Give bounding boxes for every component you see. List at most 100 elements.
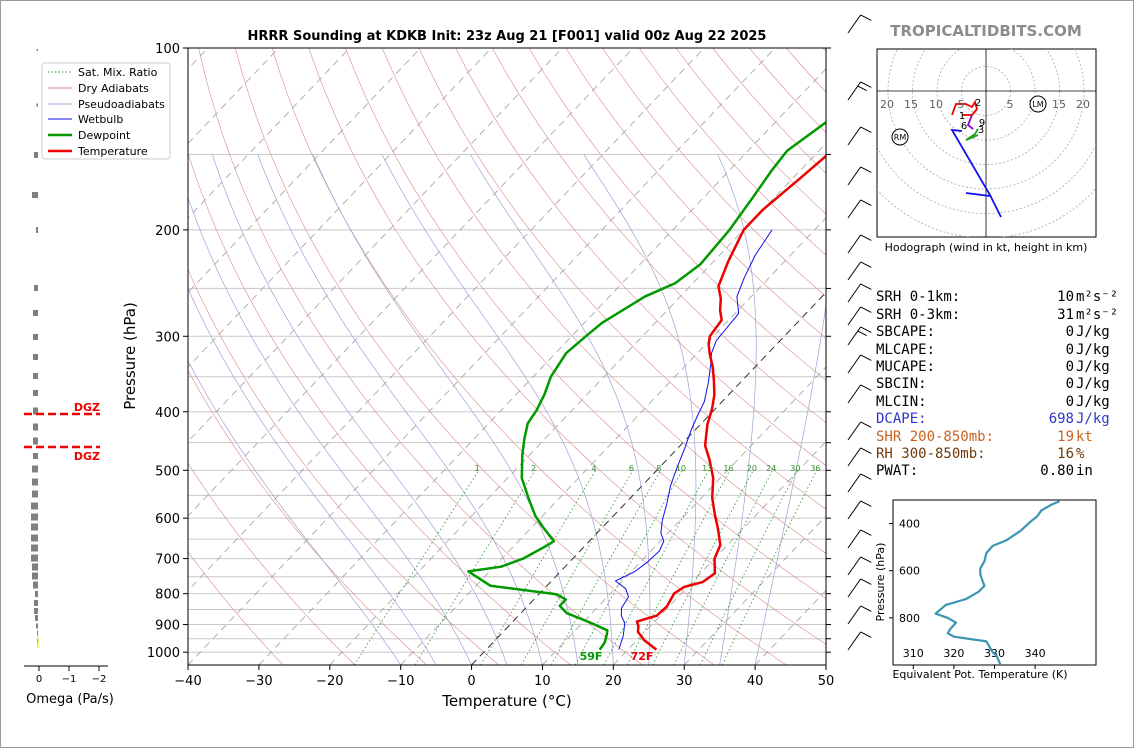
hodograph-segment-upper-branch [965,192,991,197]
dry-adiabat-line [188,369,428,665]
legend-sat-mix-ratio: Sat. Mix. Ratio [78,66,158,79]
y-tick-label: 500 [155,464,180,479]
hodo-ring-label: 10 [929,98,943,111]
legend-wetbulb: Wetbulb [78,113,123,126]
pseudoadiabat-line [717,154,757,665]
series-dewpoint-line [467,120,826,651]
omega-bar [36,623,38,629]
lm-label: LM [1032,100,1043,109]
wind-barb-flag [860,421,872,428]
omega-bar [35,591,38,597]
omega-bar [34,152,38,158]
wind-barb-flag [860,529,872,536]
hodograph-height-labels: 1 2 3 6 9 [959,98,985,136]
mixing-ratio-line [673,470,773,665]
x-tick-label: 50 [818,674,835,689]
y-tick-label: 300 [155,330,180,345]
stat-dcape: DCAPE: 698 J/kg [876,411,1110,428]
x-tick-label: 10 [534,674,551,689]
y-tick-label: 600 [155,512,180,527]
omega-x-label: Omega (Pa/s) [26,692,114,707]
hodograph-segment-upper [950,128,1002,218]
hodograph-segment-0-3km [951,99,978,116]
omega-bar [33,407,38,415]
wind-barb-staff [847,234,862,254]
omega-bar [31,534,38,542]
omega-bar [32,572,38,580]
omega-bar [31,502,38,510]
main-plot-frame [187,47,827,666]
dry-adiabat-line [345,48,826,599]
wind-barb-staff [847,81,862,101]
ept-series [934,500,1060,665]
pseudoadiabat-line [754,302,826,665]
dry-adiabat-line [455,48,826,466]
x-tick-label: −20 [316,674,343,689]
hodo-height-label: 9 [979,118,985,129]
storm-motion-left-marker: LM [1029,95,1047,113]
omega-bar [32,192,38,198]
hodo-height-label: 2 [975,98,981,109]
wind-barb-flag [860,261,872,268]
wind-barb-staff [847,578,862,598]
omega-bar [33,373,38,379]
stat-mucape: MUCAPE: 0 J/kg [876,358,1110,375]
hodograph-segment-3-6km [966,114,974,130]
main-y-label: Pressure (hPa) [121,302,139,410]
omega-bar [34,608,38,614]
hodograph-trace [950,99,1002,218]
ept-y-label: Pressure (hPa) [874,543,887,622]
wind-barb-staff [847,261,862,281]
wind-barb-staff [847,384,862,404]
hodo-ring-label: 15 [904,98,918,111]
surface-dewpoint-label: 59F [580,650,603,663]
x-tick-label: 0 [467,674,475,689]
dry-adiabat-line [271,48,787,665]
hodo-ring-label: 15 [1052,98,1066,111]
ept-y-tick-label: 600 [899,565,920,578]
hodo-height-label: 6 [961,121,967,132]
ept-x-label: Equivalent Pot. Temperature (K) [892,668,1067,681]
mixing-ratio-line [480,470,596,665]
main-series [467,120,826,651]
mixing-ratio-line [721,470,818,665]
omega-tick-0: 0 [36,674,42,685]
mixing-ratio-line [521,470,634,665]
wind-barb-staff [847,199,862,219]
wind-barb-flag [860,126,872,133]
wind-barb-flag [860,14,872,21]
wind-barb-flag [860,578,872,585]
ept-y-tick-label: 800 [899,612,920,625]
stat-sbcin: SBCIN: 0 J/kg [876,376,1110,393]
wind-barbs [847,14,872,651]
mixing-ratio-label: 6 [629,464,634,473]
isotherm-line [188,48,421,294]
omega-bar [33,334,38,340]
pseudoadiabat-line [381,154,614,665]
wind-barb-flag [860,283,872,290]
x-tick-label: 40 [747,674,764,689]
ept-x-tick-label: 340 [1025,647,1046,660]
y-tick-label: 900 [155,619,180,634]
omega-bar [33,423,38,431]
legend-dry-adiabats: Dry Adiabats [78,82,149,95]
wind-barb-flag [860,500,872,507]
legend-dewpoint: Dewpoint [78,129,131,142]
wind-barb-staff [847,529,862,549]
omega-bar [33,453,38,459]
ept-profile-line [934,500,1060,665]
omega-panel [24,49,108,671]
omega-bar [37,630,38,636]
isotherm-line [400,217,826,665]
hodo-ring-label: 20 [1076,98,1090,111]
mixing-ratio-line [353,470,480,665]
wind-barb-flag [857,85,867,92]
dry-adiabat-line [565,48,826,339]
mixing-ratio-label: 30 [790,464,800,473]
omega-tick-1: −1 [62,674,77,685]
x-tick-label: −10 [387,674,414,689]
ept-x-tick-label: 320 [943,647,964,660]
mixing-ratio-label: 24 [766,464,776,473]
omega-bar [35,615,38,621]
